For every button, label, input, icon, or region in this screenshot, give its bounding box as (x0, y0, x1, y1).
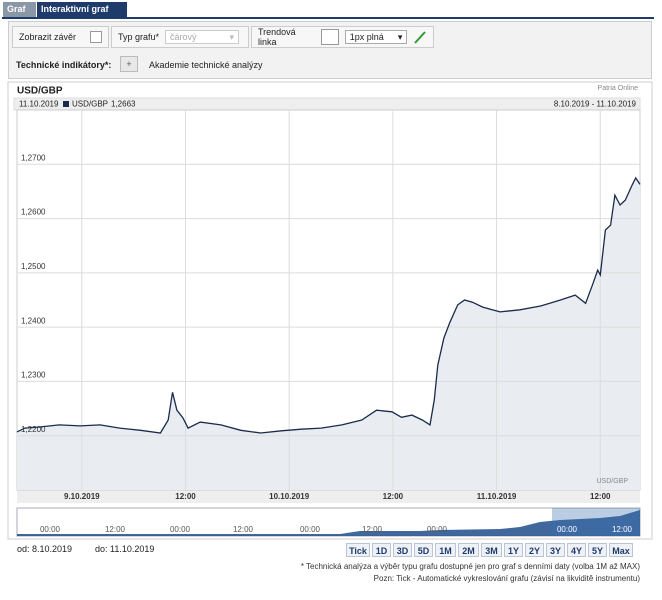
tab[interactable]: Graf (3, 2, 36, 17)
range-button[interactable]: 1D (372, 543, 391, 557)
show-close-cell: Zobrazit závěr (12, 26, 109, 48)
navigator-label: 12:00 (612, 525, 633, 534)
navigator-label: 00:00 (170, 525, 191, 534)
from-date: od: 8.10.2019 (17, 544, 73, 554)
range-button[interactable]: Tick (346, 543, 370, 557)
price-line (16, 176, 641, 434)
range-button[interactable]: 1M (435, 543, 456, 557)
academy-link[interactable]: Akademie technické analýzy (149, 60, 263, 70)
range-button[interactable]: 3D (393, 543, 412, 557)
trend-cell: Trendová linka 1px plná ▾ (251, 26, 434, 48)
y-tick-label: 1,2600 (21, 208, 46, 217)
last-value: 1,2663 (111, 100, 136, 109)
legend-name: USD/GBP (72, 100, 108, 109)
navigator-selection[interactable] (552, 508, 640, 536)
label: Typ grafu* (118, 32, 160, 42)
checkbox[interactable] (90, 31, 102, 43)
y-tick-label: 1,2700 (21, 153, 46, 162)
watermark: USD/GBP (596, 478, 628, 485)
navigator-label: 00:00 (427, 525, 448, 534)
to-date: do: 11.10.2019 (95, 544, 155, 554)
range-button[interactable]: 4Y (567, 543, 586, 557)
value: čárový (170, 32, 197, 42)
range-button[interactable]: 1Y (504, 543, 523, 557)
navigator-area (17, 510, 640, 536)
indicators-label: Technické indikátory*: (16, 60, 112, 70)
chart-type-select[interactable]: čárový ▾ (165, 30, 240, 44)
arrow: ▾ (229, 31, 235, 42)
trend-select[interactable]: 1px plná ▾ (344, 30, 408, 44)
legend-swatch (63, 101, 69, 107)
navigator-label: 00:00 (40, 525, 61, 534)
x-tick-label: 12:00 (175, 492, 196, 501)
y-tick-label: 1,2300 (21, 371, 46, 380)
navigator-label: 12:00 (105, 525, 126, 534)
tab-active[interactable]: Interaktivní graf (37, 2, 127, 17)
x-tick-label: 9.10.2019 (64, 492, 100, 501)
add-indicator[interactable]: + (120, 56, 138, 72)
date-range: 8.10.2019 - 11.10.2019 (554, 100, 637, 109)
label: Trendová linka (258, 27, 296, 47)
x-tick-label: 12:00 (590, 492, 611, 501)
note: * Technická analýza a výběr typu grafu d… (300, 562, 640, 571)
y-tick-label: 1,2400 (21, 316, 46, 325)
y-tick-label: 1,2500 (21, 262, 46, 271)
x-tick-label: 12:00 (383, 492, 404, 501)
x-axis-band (17, 490, 640, 503)
navigator-label: 00:00 (300, 525, 321, 534)
tab-underline (2, 17, 654, 19)
range-button[interactable]: 2Y (525, 543, 544, 557)
navigator-label: 12:00 (362, 525, 383, 534)
trend-icon[interactable] (413, 30, 427, 44)
navigator-label: 00:00 (557, 525, 578, 534)
value: 1px plná (349, 32, 384, 42)
range-button[interactable]: 5Y (588, 543, 607, 557)
range-button[interactable]: 3Y (546, 543, 565, 557)
chart-title: USD/GBP (17, 86, 63, 97)
area-fill (17, 177, 640, 490)
note: Pozn: Tick - Automatické vykreslování gr… (373, 574, 640, 583)
header-date: 11.10.2019 (19, 100, 59, 109)
chart-type-cell: Typ grafu* čárový ▾ (111, 26, 249, 48)
source: Patria Online (598, 85, 639, 92)
navigator-label: 12:00 (233, 525, 254, 534)
range-button[interactable]: 3M (481, 543, 502, 557)
range-button[interactable]: Max (609, 543, 633, 557)
range-button[interactable]: 2M (458, 543, 479, 557)
range-button[interactable]: 5D (414, 543, 433, 557)
label: Zobrazit závěr (19, 32, 77, 42)
x-tick-label: 11.10.2019 (477, 492, 517, 501)
color-box[interactable] (321, 29, 339, 45)
x-tick-label: 10.10.2019 (269, 492, 310, 501)
y-tick-label: 1,2200 (21, 425, 46, 434)
arrow: ▾ (397, 31, 403, 42)
